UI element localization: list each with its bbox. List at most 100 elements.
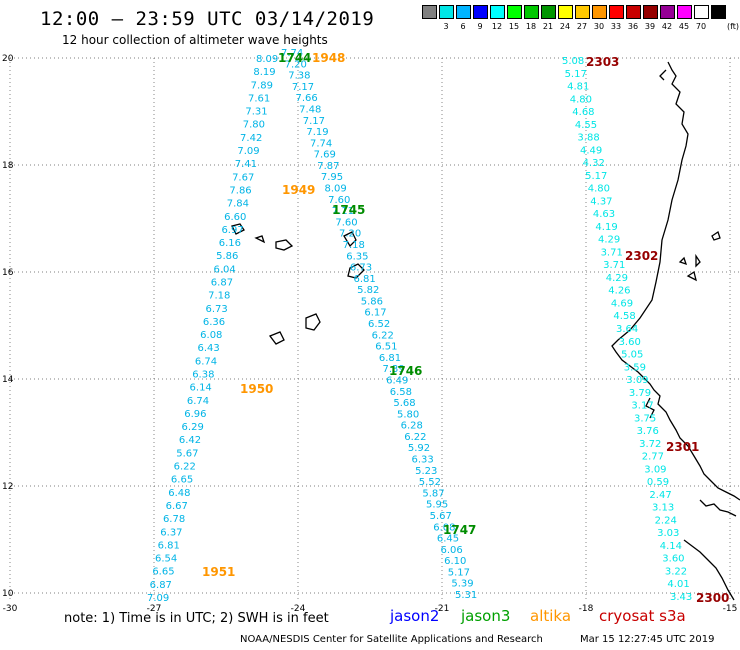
wave-height-value: 7.38 bbox=[288, 71, 310, 82]
wave-height-value: 7.60 bbox=[335, 217, 357, 228]
legend-label: 21 bbox=[542, 22, 554, 31]
africa-inlet bbox=[659, 69, 667, 81]
wave-height-value: 3.03 bbox=[657, 528, 679, 539]
wave-height-value: 6.45 bbox=[437, 534, 459, 545]
wave-height-value: 5.67 bbox=[176, 448, 198, 459]
wave-height-value: 6.96 bbox=[184, 409, 206, 420]
y-tick-label: 16 bbox=[2, 268, 14, 278]
wave-height-value: 3.71 bbox=[601, 247, 623, 258]
wave-height-value: 2.77 bbox=[642, 452, 664, 463]
wave-height-value: 6.54 bbox=[155, 554, 177, 565]
legend-swatch bbox=[456, 5, 471, 19]
legend-swatch bbox=[626, 5, 641, 19]
legend-label: 12 bbox=[491, 22, 503, 31]
legend-label: 42 bbox=[661, 22, 673, 31]
wave-height-value: 6.29 bbox=[182, 422, 204, 433]
wave-height-value: 6.36 bbox=[203, 317, 225, 328]
wave-height-value: 6.17 bbox=[364, 308, 386, 319]
legend-label: 33 bbox=[610, 22, 622, 31]
wave-height-value: 7.39 bbox=[383, 364, 405, 375]
wave-height-value: 4.80 bbox=[570, 94, 592, 105]
wave-height-value: 6.06 bbox=[441, 545, 463, 556]
legend-label: 30 bbox=[593, 22, 605, 31]
wave-height-value: 7.09 bbox=[147, 593, 169, 604]
wave-height-value: 8.09 bbox=[325, 184, 347, 195]
canary-island bbox=[711, 230, 721, 241]
cape-verde-island bbox=[268, 331, 285, 345]
wave-height-value: 5.92 bbox=[408, 443, 430, 454]
wave-height-value: 3.13 bbox=[652, 503, 674, 514]
wave-height-value: 7.74 bbox=[310, 138, 332, 149]
wave-height-value: 5.67 bbox=[430, 511, 452, 522]
satellite-label-cryosat: cryosat s3a bbox=[599, 607, 686, 625]
cape-verde-island bbox=[343, 231, 357, 248]
wave-height-value: 3.79 bbox=[629, 388, 651, 399]
y-tick-label: 20 bbox=[2, 54, 14, 64]
wave-height-value: 7.67 bbox=[232, 172, 254, 183]
legend-label: 9 bbox=[477, 22, 483, 31]
wave-height-value: 7.18 bbox=[208, 291, 230, 302]
wave-height-value: 7.41 bbox=[235, 159, 257, 170]
wave-height-value: 6.08 bbox=[200, 330, 222, 341]
wave-height-value: 4.80 bbox=[588, 184, 610, 195]
wave-height-value: 3.22 bbox=[665, 566, 687, 577]
wave-height-value: 4.69 bbox=[611, 298, 633, 309]
pass-time-label: 1745 bbox=[332, 203, 365, 217]
wave-height-value: 7.95 bbox=[321, 172, 343, 183]
legend-swatch bbox=[422, 5, 437, 19]
wave-height-value: 6.51 bbox=[375, 342, 397, 353]
wave-height-value: 7.20 bbox=[339, 229, 361, 240]
wave-height-value: 3.43 bbox=[670, 592, 692, 603]
pass-time-label: 1746 bbox=[389, 364, 422, 378]
wave-height-value: 7.69 bbox=[314, 150, 336, 161]
wave-height-value: 6.81 bbox=[158, 540, 180, 551]
pass-time-label: 2301 bbox=[666, 440, 699, 454]
legend-swatch bbox=[694, 5, 709, 19]
x-tick-label: -15 bbox=[723, 604, 738, 614]
satellite-label-jason3: jason3 bbox=[461, 607, 511, 625]
legend-label: 3 bbox=[443, 22, 449, 31]
legend-unit: (ft) bbox=[726, 22, 740, 31]
wave-height-value: 0.59 bbox=[647, 477, 669, 488]
wave-height-value: 6.74 bbox=[187, 396, 209, 407]
wave-height-value: 6.37 bbox=[160, 527, 182, 538]
wave-height-value: 3.76 bbox=[637, 426, 659, 437]
wave-height-value: 5.87 bbox=[422, 488, 444, 499]
wave-height-value: 5.31 bbox=[455, 590, 477, 601]
cape-verde-island bbox=[305, 313, 321, 331]
legend-label: 70 bbox=[695, 22, 707, 31]
page-subtitle: 12 hour collection of altimeter wave hei… bbox=[62, 33, 328, 47]
wave-height-value: 7.20 bbox=[285, 59, 307, 70]
cape-verde-island bbox=[231, 223, 245, 235]
wave-height-value: 7.19 bbox=[306, 127, 328, 138]
cape-verde-island bbox=[347, 263, 365, 279]
legend-swatch bbox=[660, 5, 675, 19]
wave-height-value: 7.31 bbox=[245, 107, 267, 118]
y-tick-label: 12 bbox=[2, 482, 13, 492]
wave-height-value: 7.17 bbox=[303, 116, 325, 127]
legend-swatch bbox=[609, 5, 624, 19]
wave-height-value: 6.97 bbox=[221, 225, 243, 236]
legend-swatch bbox=[677, 5, 692, 19]
wave-height-value: 5.23 bbox=[415, 466, 437, 477]
wave-height-value: 5.08 bbox=[562, 56, 584, 67]
wave-height-value: 4.29 bbox=[606, 273, 628, 284]
wave-height-value: 6.22 bbox=[372, 330, 394, 341]
legend-swatch bbox=[558, 5, 573, 19]
wave-height-value: 5.17 bbox=[448, 567, 470, 578]
pass-time-label: 1949 bbox=[282, 183, 315, 197]
wave-height-value: 5.86 bbox=[216, 251, 238, 262]
wave-height-value: 6.81 bbox=[379, 353, 401, 364]
wave-height-value: 3.09 bbox=[626, 375, 648, 386]
wave-height-value: 4.49 bbox=[580, 145, 602, 156]
x-tick-label: -24 bbox=[291, 604, 306, 614]
wave-height-value: 7.60 bbox=[328, 195, 350, 206]
footnote: note: 1) Time is in UTC; 2) SWH is in fe… bbox=[64, 611, 329, 626]
wave-height-value: 5.82 bbox=[357, 285, 379, 296]
legend-swatch bbox=[643, 5, 658, 19]
wave-height-value: 6.58 bbox=[390, 387, 412, 398]
wave-height-value: 4.55 bbox=[575, 120, 597, 131]
wave-height-value: 2.47 bbox=[649, 490, 671, 501]
wave-height-value: 7.80 bbox=[243, 120, 265, 131]
